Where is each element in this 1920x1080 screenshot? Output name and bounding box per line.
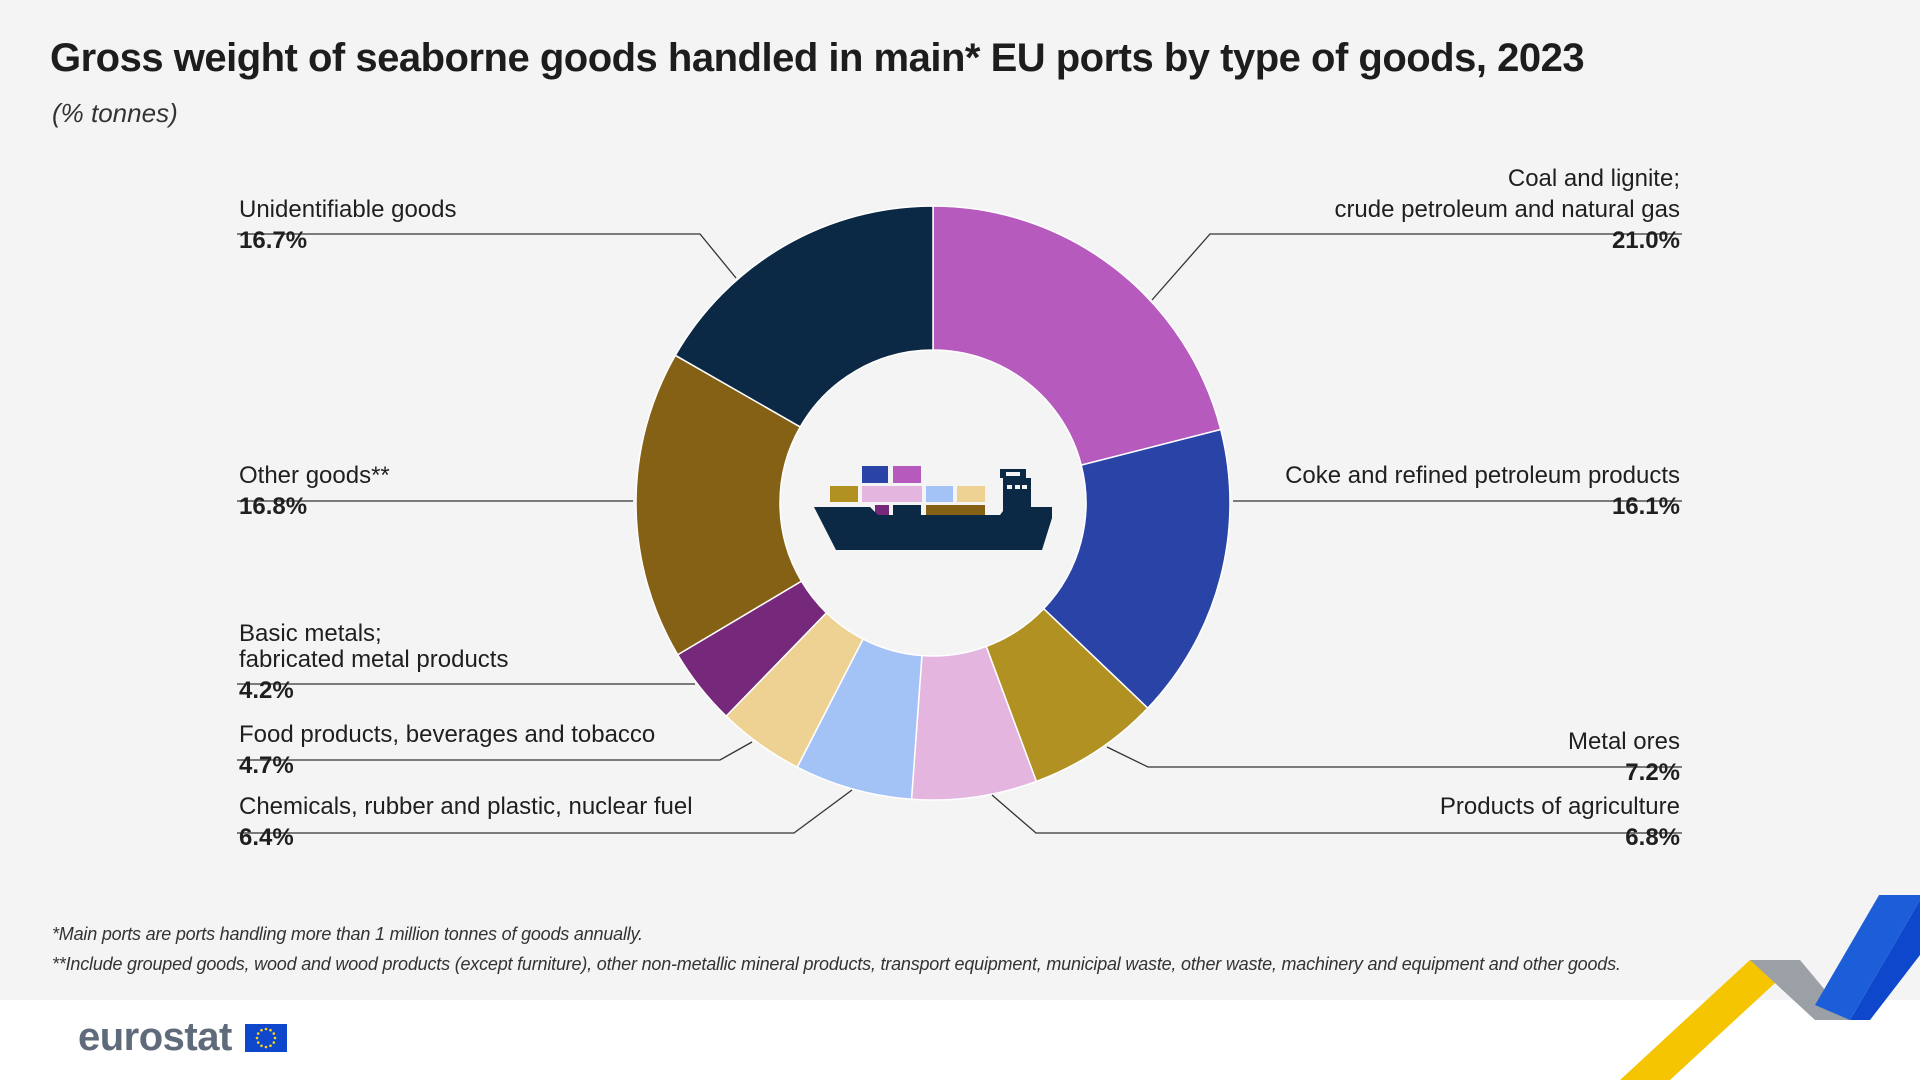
slice-label: Products of agriculture	[1440, 793, 1680, 820]
slice-value-label: 4.2%	[239, 677, 294, 704]
leader-line	[1151, 233, 1682, 301]
chart-title: Gross weight of seaborne goods handled i…	[50, 36, 1585, 80]
footer-bar	[0, 1000, 1920, 1080]
slice-label: Unidentifiable goods	[239, 196, 457, 223]
slice-label: Other goods**	[239, 462, 390, 489]
slice-label: fabricated metal products	[239, 646, 508, 673]
donut-slice	[1042, 428, 1231, 710]
donut-slice	[635, 354, 803, 656]
leader-line	[1106, 746, 1682, 768]
decorative-ribbon-icon	[1620, 895, 1920, 1080]
cargo-ship-icon	[814, 466, 1052, 550]
footnote-main-ports: *Main ports are ports handling more than…	[52, 924, 643, 944]
slice-label: Food products, beverages and tobacco	[239, 721, 655, 748]
slice-label: Coke and refined petroleum products	[1285, 462, 1680, 489]
slice-value-label: 6.4%	[239, 824, 294, 851]
slice-value-label: 16.1%	[1612, 493, 1680, 520]
donut-chart: Coal and lignite; crude petroleum and nat…	[237, 165, 1682, 851]
slice-value-label: 16.8%	[239, 493, 307, 520]
donut-slice	[674, 205, 934, 428]
slice-label: Chemicals, rubber and plastic, nuclear f…	[239, 793, 693, 820]
slice-value-label: 7.2%	[1625, 759, 1680, 786]
leader-line	[237, 741, 753, 761]
leader-line	[237, 789, 853, 834]
slice-label: Coal and lignite;	[1508, 165, 1680, 192]
eurostat-logo: eurostat	[78, 1015, 232, 1059]
donut-slice	[932, 205, 1222, 467]
slice-value-label: 16.7%	[239, 227, 307, 254]
eu-flag-icon	[245, 1024, 287, 1052]
slice-label: Metal ores	[1568, 728, 1680, 755]
slice-label: crude petroleum and natural gas	[1334, 196, 1680, 223]
leader-line	[991, 794, 1682, 834]
slice-label: Basic metals;	[239, 620, 382, 647]
slice-value-label: 4.7%	[239, 752, 294, 779]
leader-line	[237, 233, 737, 279]
slice-value-label: 6.8%	[1625, 824, 1680, 851]
chart-subtitle: (% tonnes)	[52, 98, 178, 128]
slice-value-label: 21.0%	[1612, 227, 1680, 254]
footnote-other-goods: **Include grouped goods, wood and wood p…	[52, 954, 1621, 974]
